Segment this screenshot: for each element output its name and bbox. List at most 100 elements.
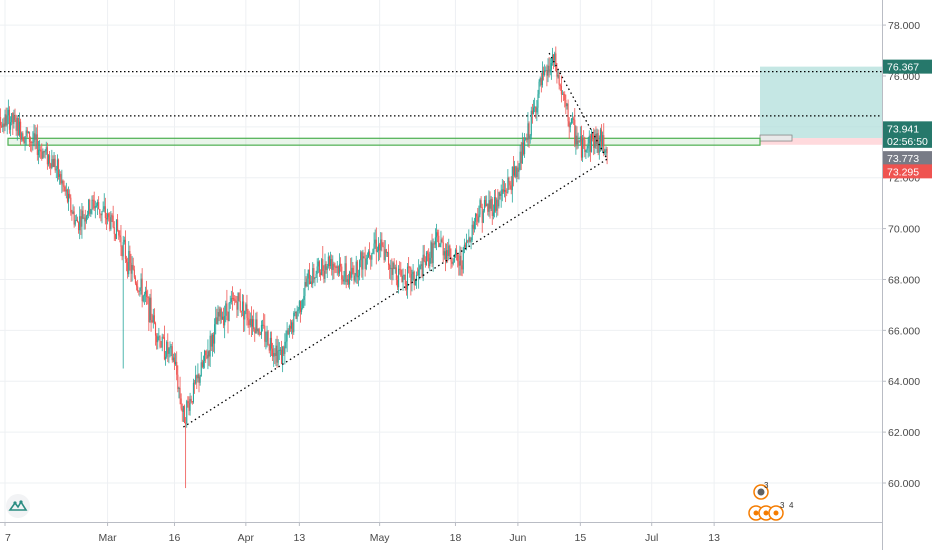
candle-body [587, 143, 589, 149]
time-axis-bg [0, 522, 882, 550]
candle-body [432, 243, 434, 264]
candle-body [549, 69, 551, 73]
candle-body [599, 129, 601, 142]
candle-body [590, 134, 593, 152]
candle-body [597, 133, 599, 153]
event-marker-count: 3 [764, 481, 769, 490]
candle-body [588, 135, 590, 144]
candle-body [521, 142, 523, 164]
candle-body [251, 319, 254, 327]
candle-body [102, 209, 104, 212]
x-tick-label: 15 [574, 532, 586, 544]
candle-body [186, 401, 188, 424]
candle-body [165, 356, 167, 360]
candle-body [146, 291, 148, 297]
candle-body [60, 174, 62, 184]
candle-body [50, 163, 52, 169]
candle-body [410, 267, 412, 284]
candle-body [306, 278, 308, 287]
candle-body [64, 186, 66, 192]
candle-body [586, 148, 588, 151]
price-badge-label: 73.773 [887, 153, 919, 165]
x-tick-label: 13 [294, 532, 306, 544]
candle-body [363, 256, 365, 259]
candle-body [75, 219, 77, 221]
candle-body [576, 135, 578, 145]
candle-body [218, 312, 220, 317]
candle-body [335, 266, 337, 268]
candle-body [41, 151, 43, 159]
candle-body [395, 267, 397, 281]
candle-body [46, 147, 48, 165]
candle-body [190, 398, 192, 402]
candle-body [336, 266, 338, 268]
candle-body [138, 290, 140, 292]
candle-body [27, 131, 29, 134]
candle-body [414, 280, 416, 286]
candle-body [250, 318, 252, 327]
candle-body [80, 216, 82, 227]
candle-body [134, 277, 137, 284]
event-marker-icon [757, 488, 765, 496]
candle-body [176, 361, 178, 375]
grid [0, 0, 882, 522]
candle-body [425, 252, 428, 265]
candle-body [168, 348, 170, 354]
candle-body [273, 353, 275, 357]
candle-body [22, 133, 24, 142]
y-tick-label: 78.000 [888, 20, 920, 32]
candle-body [54, 158, 56, 171]
candle-body [544, 70, 546, 75]
candle-body [424, 261, 426, 265]
candle-body [321, 259, 323, 276]
candle-body [501, 189, 503, 195]
candle-body [249, 318, 251, 326]
x-tick-label: Mar [99, 532, 118, 544]
candle-body [147, 296, 149, 298]
candle-body [401, 275, 403, 283]
candle-body [596, 133, 598, 145]
candle-body [101, 211, 103, 216]
profit-zone [760, 66, 882, 139]
candle-body [406, 266, 409, 290]
candle-body [467, 240, 469, 242]
candle-body [16, 118, 18, 131]
candle-body [567, 103, 569, 122]
tradingview-logo-icon[interactable] [6, 494, 30, 518]
candle-body [492, 212, 494, 216]
candle-body [514, 166, 516, 176]
candle-body [103, 206, 105, 210]
candle-body [133, 269, 135, 278]
candle-body [372, 249, 374, 254]
candle-body [445, 250, 448, 260]
candle-body [191, 401, 193, 403]
candle-body [324, 264, 326, 279]
trendline [183, 158, 608, 428]
candle-body [148, 297, 150, 323]
candle-body [457, 255, 459, 262]
candle-body [34, 133, 36, 140]
candle-body [185, 423, 187, 424]
candle-body [519, 151, 521, 170]
candle-body [502, 189, 504, 192]
candle-body [500, 194, 502, 196]
candle-body [411, 273, 413, 284]
candle-body [383, 247, 385, 260]
candle-body [279, 349, 281, 351]
candle-body [413, 271, 415, 286]
candle-body [539, 77, 541, 82]
candle-body [37, 149, 39, 155]
candle-body [381, 239, 383, 246]
loss-zone [760, 138, 882, 145]
event-marker-icon [753, 510, 759, 516]
candle-body [600, 129, 603, 147]
candle-body [120, 237, 122, 247]
candle-body [314, 277, 316, 280]
candle-body [158, 336, 160, 338]
candle-body [309, 281, 312, 285]
candle-body [390, 267, 392, 270]
candle-body [564, 94, 566, 101]
candle-body [293, 313, 295, 333]
